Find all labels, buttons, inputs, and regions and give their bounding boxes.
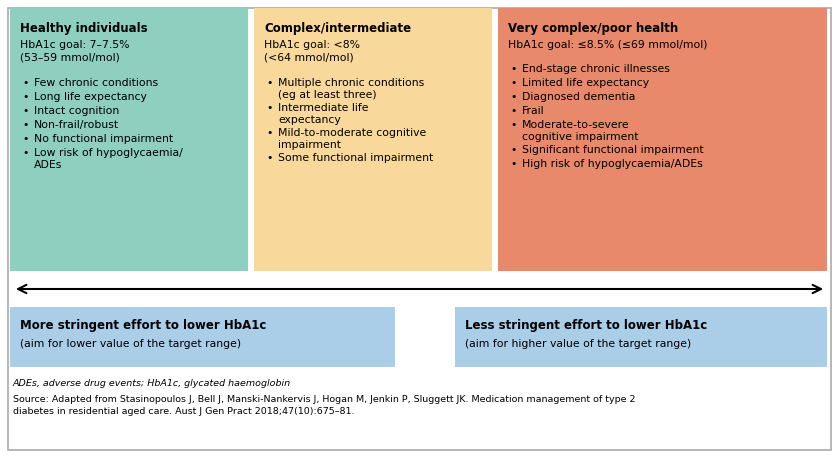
Text: ADEs, adverse drug events; HbA1c, glycated haemoglobin: ADEs, adverse drug events; HbA1c, glycat… — [13, 379, 291, 388]
Text: Very complex/poor health: Very complex/poor health — [508, 22, 678, 35]
Text: •: • — [22, 134, 29, 144]
Text: Intermediate life
expectancy: Intermediate life expectancy — [278, 103, 368, 125]
Text: High risk of hypoglycaemia/ADEs: High risk of hypoglycaemia/ADEs — [522, 159, 703, 169]
Text: Intact cognition: Intact cognition — [34, 106, 119, 116]
Text: •: • — [22, 92, 29, 102]
Bar — [10, 307, 395, 367]
Text: •: • — [510, 92, 516, 102]
Text: Multiple chronic conditions
(eg at least three): Multiple chronic conditions (eg at least… — [278, 78, 425, 100]
Text: •: • — [266, 128, 273, 138]
Text: •: • — [266, 78, 273, 88]
Text: •: • — [510, 78, 516, 88]
Text: •: • — [22, 120, 29, 130]
Text: Frail: Frail — [522, 106, 545, 116]
Text: HbA1c goal: 7–7.5%
(53–59 mmol/mol): HbA1c goal: 7–7.5% (53–59 mmol/mol) — [20, 40, 129, 63]
Text: Source: Adapted from Stasinopoulos J, Bell J, Manski-Nankervis J, Hogan M, Jenki: Source: Adapted from Stasinopoulos J, Be… — [13, 395, 635, 416]
Text: Healthy individuals: Healthy individuals — [20, 22, 148, 35]
Text: (aim for lower value of the target range): (aim for lower value of the target range… — [20, 339, 241, 349]
Text: No functional impairment: No functional impairment — [34, 134, 173, 144]
Bar — [10, 8, 248, 271]
Text: End-stage chronic illnesses: End-stage chronic illnesses — [522, 64, 670, 74]
Text: •: • — [510, 145, 516, 155]
Text: Complex/intermediate: Complex/intermediate — [264, 22, 411, 35]
Text: •: • — [510, 64, 516, 74]
Text: Moderate-to-severe
cognitive impairment: Moderate-to-severe cognitive impairment — [522, 120, 638, 142]
Text: Significant functional impairment: Significant functional impairment — [522, 145, 704, 155]
Text: More stringent effort to lower HbA1c: More stringent effort to lower HbA1c — [20, 319, 266, 332]
Text: •: • — [22, 148, 29, 158]
Text: (aim for higher value of the target range): (aim for higher value of the target rang… — [465, 339, 691, 349]
Bar — [455, 307, 827, 367]
Text: •: • — [266, 153, 273, 163]
Text: Non-frail/robust: Non-frail/robust — [34, 120, 119, 130]
Text: Long life expectancy: Long life expectancy — [34, 92, 147, 102]
Text: •: • — [22, 78, 29, 88]
Text: HbA1c goal: <8%
(<64 mmol/mol): HbA1c goal: <8% (<64 mmol/mol) — [264, 40, 360, 63]
Text: Less stringent effort to lower HbA1c: Less stringent effort to lower HbA1c — [465, 319, 707, 332]
Bar — [254, 8, 492, 271]
Text: •: • — [510, 106, 516, 116]
Text: Some functional impairment: Some functional impairment — [278, 153, 433, 163]
Text: Mild-to-moderate cognitive
impairment: Mild-to-moderate cognitive impairment — [278, 128, 426, 150]
Text: Few chronic conditions: Few chronic conditions — [34, 78, 158, 88]
Text: •: • — [22, 106, 29, 116]
Text: Low risk of hypoglycaemia/
ADEs: Low risk of hypoglycaemia/ ADEs — [34, 148, 183, 170]
Text: •: • — [266, 103, 273, 113]
Text: •: • — [510, 159, 516, 169]
Text: HbA1c goal: ≤8.5% (≤69 mmol/mol): HbA1c goal: ≤8.5% (≤69 mmol/mol) — [508, 40, 707, 50]
Bar — [498, 8, 827, 271]
Text: Diagnosed dementia: Diagnosed dementia — [522, 92, 635, 102]
Text: Limited life expectancy: Limited life expectancy — [522, 78, 649, 88]
Text: •: • — [510, 120, 516, 130]
